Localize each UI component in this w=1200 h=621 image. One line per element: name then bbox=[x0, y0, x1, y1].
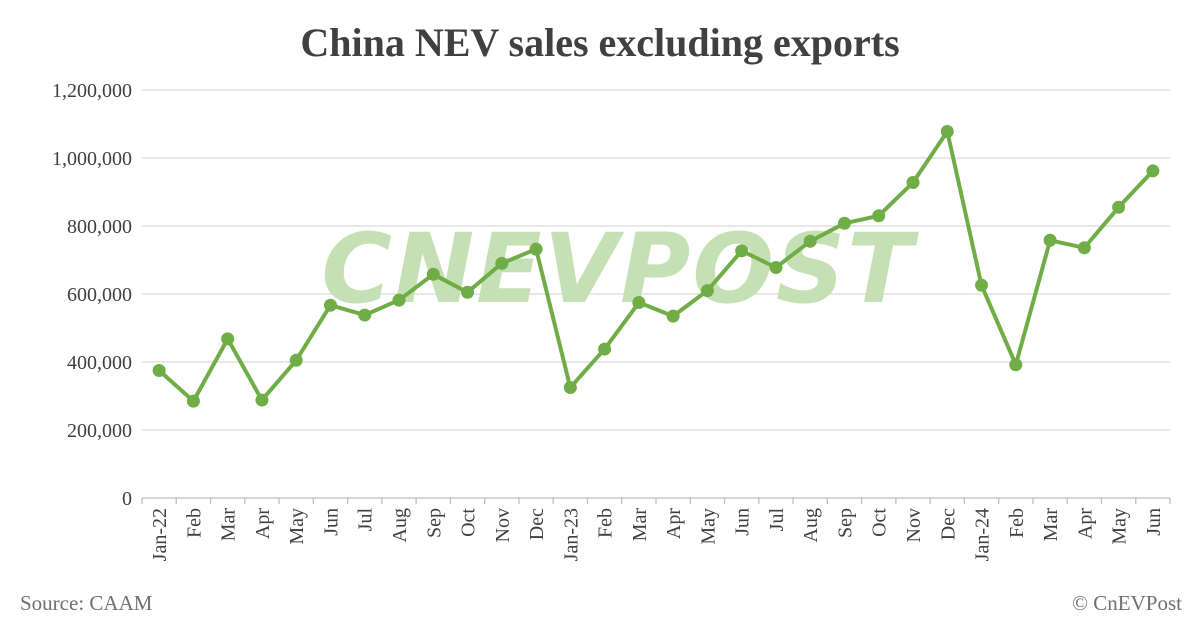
data-point bbox=[289, 353, 303, 367]
x-tick-label: Dec bbox=[526, 508, 548, 540]
y-tick-label: 600,000 bbox=[67, 284, 132, 306]
data-point bbox=[186, 394, 200, 408]
data-point bbox=[769, 260, 783, 274]
x-tick-label: Dec bbox=[937, 508, 959, 540]
data-point bbox=[1146, 164, 1160, 178]
x-tick-label: Mar bbox=[1040, 508, 1062, 542]
x-tick-label: Jun bbox=[1143, 508, 1165, 536]
x-tick-label: May bbox=[286, 508, 308, 545]
watermark: CNEVPOST bbox=[321, 213, 919, 325]
y-tick-label: 1,000,000 bbox=[52, 148, 132, 170]
x-tick-label: Nov bbox=[492, 508, 514, 542]
x-tick-label: Mar bbox=[218, 508, 240, 542]
data-point bbox=[255, 393, 269, 407]
data-point bbox=[529, 242, 543, 256]
data-point bbox=[975, 278, 989, 292]
data-point bbox=[495, 256, 509, 270]
data-point bbox=[152, 364, 166, 377]
x-tick-label: May bbox=[697, 508, 719, 545]
x-tick-label: Feb bbox=[183, 508, 205, 538]
data-point bbox=[735, 244, 749, 258]
x-tick-label: Feb bbox=[595, 508, 617, 538]
data-point bbox=[940, 124, 954, 138]
series bbox=[152, 124, 1160, 408]
x-tick-label: May bbox=[1109, 508, 1131, 545]
data-point bbox=[837, 216, 851, 230]
x-tick-label: Apr bbox=[663, 508, 685, 539]
data-point bbox=[598, 342, 612, 356]
x-tick-label: Jun bbox=[732, 508, 754, 536]
data-point bbox=[323, 298, 337, 312]
data-point bbox=[906, 175, 920, 189]
data-point bbox=[666, 309, 680, 323]
y-tick-label: 0 bbox=[122, 488, 132, 510]
data-point bbox=[700, 284, 714, 298]
data-point bbox=[461, 285, 475, 299]
x-tick-label: Aug bbox=[800, 508, 822, 542]
data-point bbox=[392, 293, 406, 307]
x-tick-label: Jan-22 bbox=[149, 508, 171, 561]
x-tick-label: Jan-23 bbox=[560, 508, 582, 561]
x-tick-label: Apr bbox=[1074, 508, 1096, 539]
x-tick-label: Jul bbox=[766, 508, 788, 532]
copyright-note: © CnEVPost bbox=[1072, 591, 1182, 615]
data-point bbox=[1077, 241, 1091, 255]
x-tick-label: Feb bbox=[1006, 508, 1028, 538]
y-tick-label: 400,000 bbox=[67, 352, 132, 374]
source-note: Source: CAAM bbox=[20, 591, 153, 615]
x-tick-label: Aug bbox=[389, 508, 411, 542]
x-tick-label: Mar bbox=[629, 508, 651, 542]
x-tick-label: Jan-24 bbox=[972, 508, 994, 561]
y-axis-tick-labels: 0 200,000 400,000 600,000 800,000 1,000,000 1,… bbox=[52, 80, 132, 510]
y-tick-label: 800,000 bbox=[67, 216, 132, 238]
x-tick-label: Oct bbox=[869, 508, 891, 537]
x-tick-label: Sep bbox=[423, 508, 445, 538]
x-tick-label: Jun bbox=[320, 508, 342, 536]
y-tick-label: 1,200,000 bbox=[52, 80, 132, 102]
data-point bbox=[1043, 233, 1057, 247]
data-point bbox=[1009, 358, 1023, 372]
y-tick-label: 200,000 bbox=[67, 420, 132, 442]
data-point bbox=[426, 267, 440, 281]
data-point bbox=[632, 296, 646, 309]
x-tick-label: Nov bbox=[903, 508, 925, 542]
data-point bbox=[563, 381, 577, 394]
data-point bbox=[221, 332, 235, 346]
data-point bbox=[1112, 200, 1126, 214]
data-point bbox=[803, 234, 817, 248]
watermark-logo: CNEVPOST bbox=[321, 213, 919, 325]
x-tick-label: Apr bbox=[252, 508, 274, 539]
x-axis-tick-labels: Jan-22 Feb Mar Apr May Jun Jul Aug Sep Oct Nov Dec J… bbox=[141, 498, 1171, 561]
x-tick-label: Sep bbox=[834, 508, 856, 538]
x-tick-label: Jul bbox=[355, 508, 377, 532]
data-point bbox=[872, 209, 886, 223]
gridlines bbox=[142, 89, 1170, 499]
series-line bbox=[157, 129, 1155, 404]
x-tick-label: Oct bbox=[458, 508, 480, 537]
chart-title: China NEV sales excluding exports bbox=[300, 20, 899, 65]
data-point bbox=[358, 308, 372, 322]
